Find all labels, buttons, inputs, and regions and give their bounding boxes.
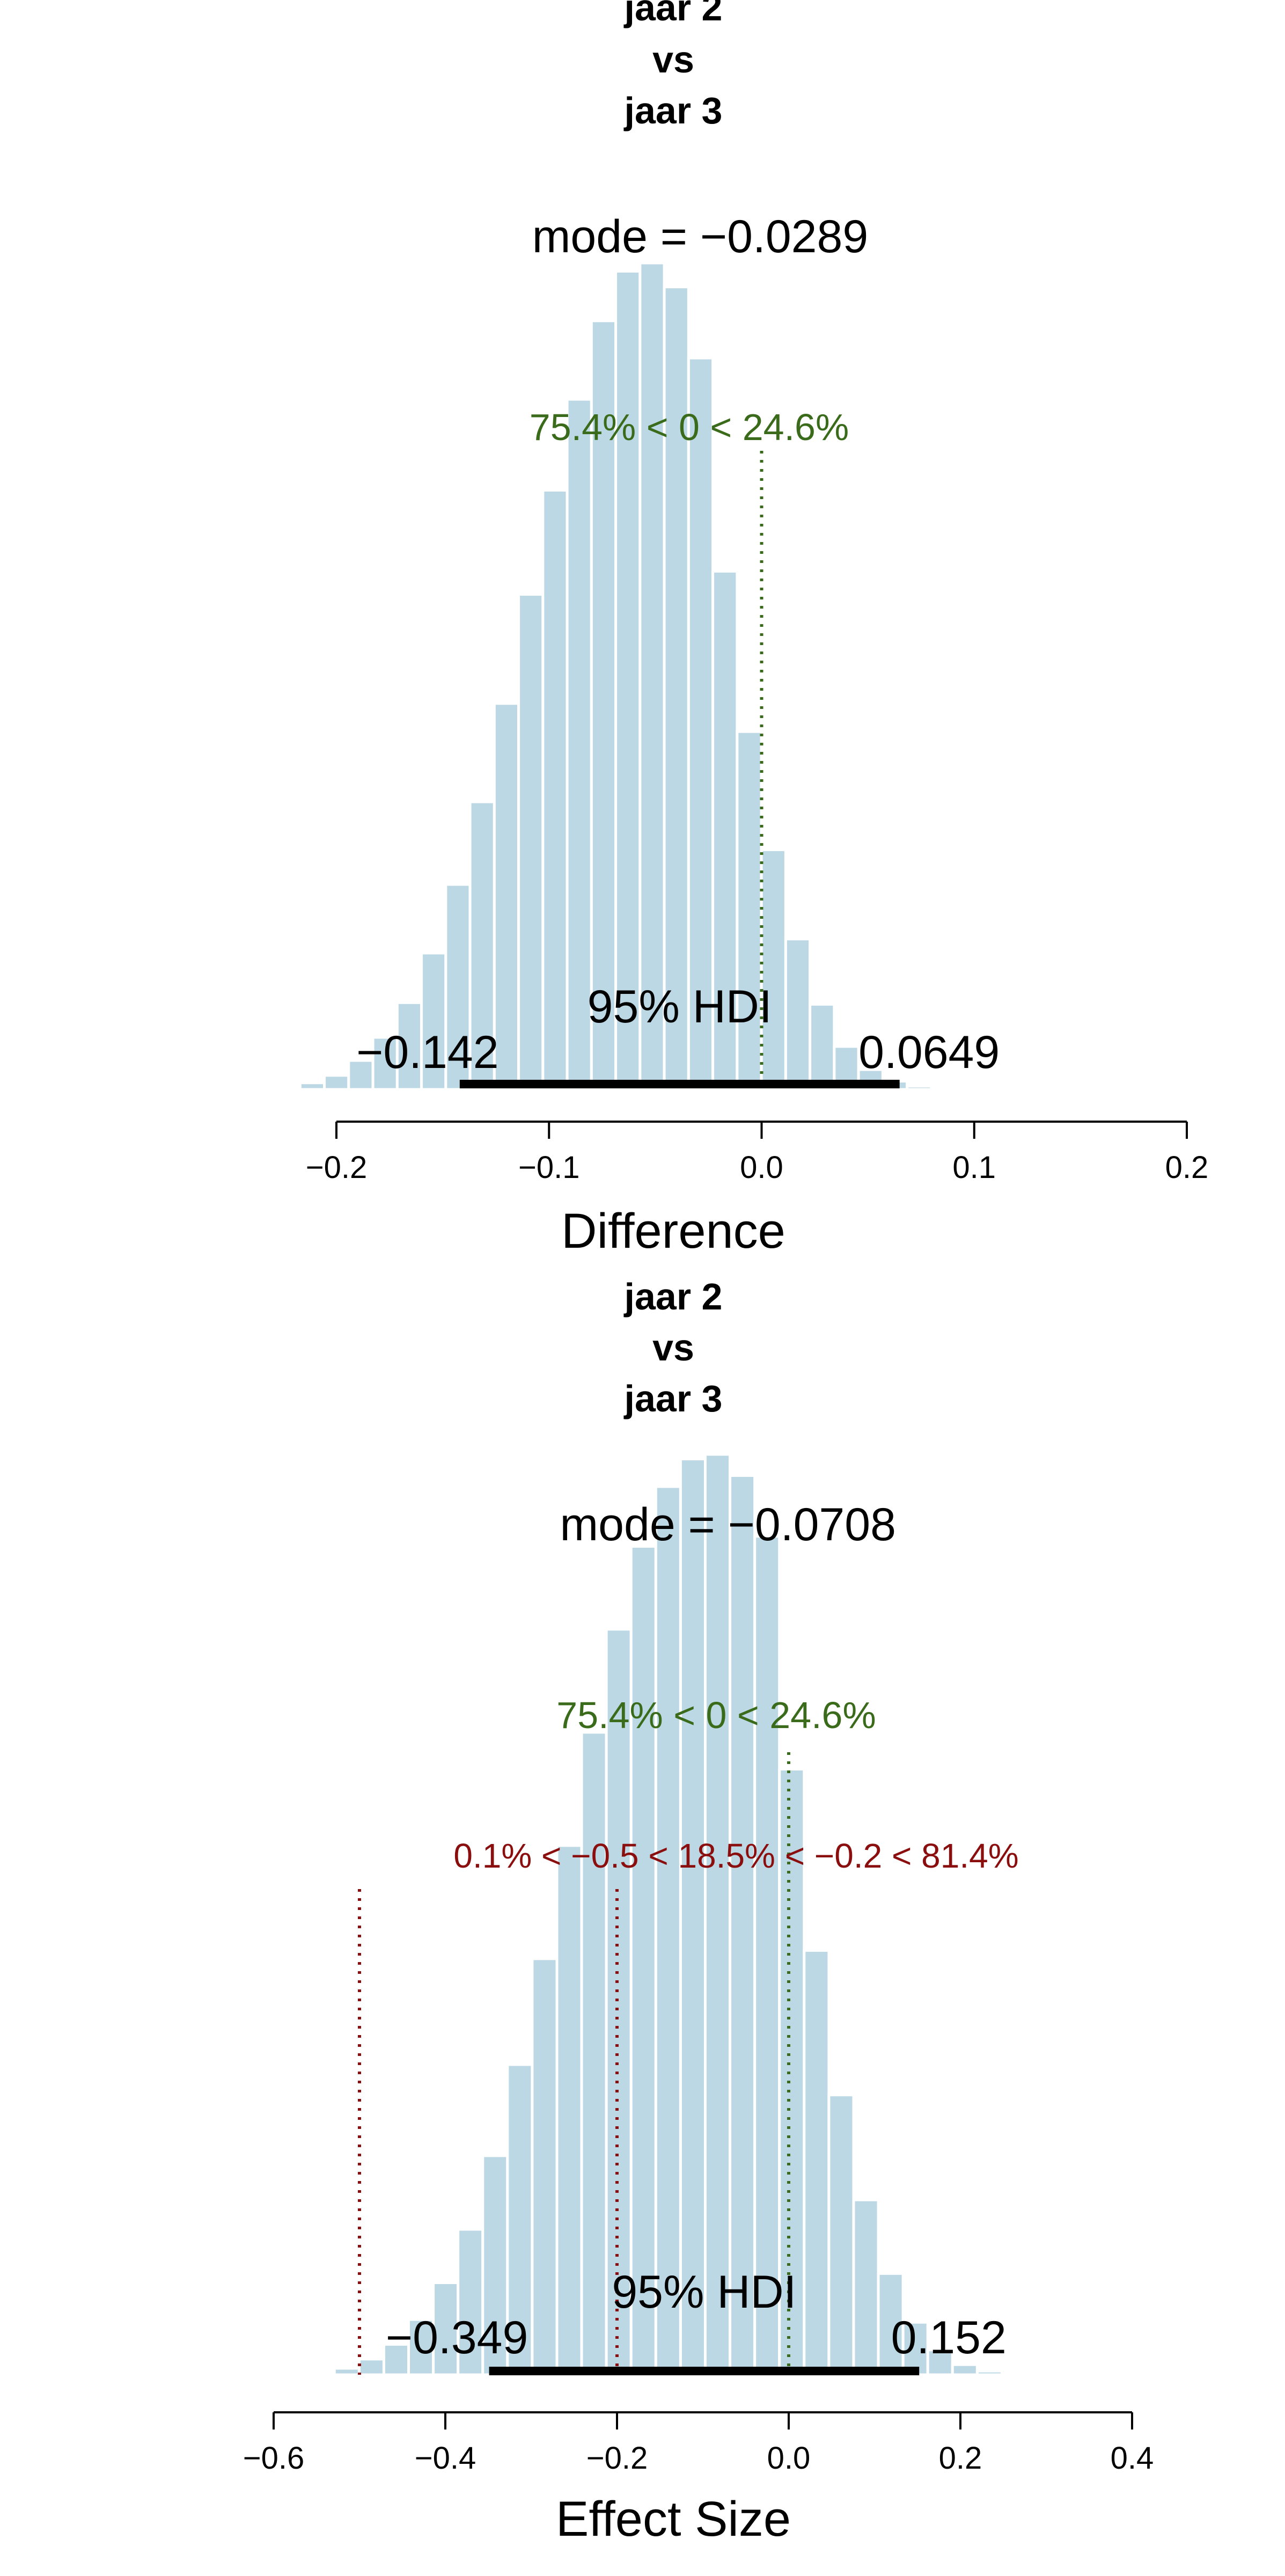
x-axis-label: Effect Size — [556, 2492, 791, 2546]
hdi-high-label: 0.0649 — [858, 1027, 1000, 1078]
histogram-bar — [736, 730, 763, 1091]
histogram-bar — [590, 319, 618, 1091]
hdi-label: 95% HDI — [588, 981, 772, 1033]
title-line: jaar 3 — [623, 90, 723, 131]
histogram-bar — [566, 398, 593, 1091]
hdi-label: 95% HDI — [612, 2266, 796, 2318]
histogram-bar — [517, 593, 545, 1091]
histogram-bar — [760, 848, 787, 1091]
histogram-bar — [407, 2318, 435, 2376]
histogram-bar — [308, 2372, 336, 2376]
histogram-bar — [930, 1087, 957, 1091]
hdi-high-label: 0.152 — [891, 2312, 1007, 2363]
histogram-bar — [432, 2281, 460, 2376]
x-tick-label: −0.4 — [415, 2441, 476, 2476]
histogram-bar — [531, 1957, 559, 2376]
histogram-bar — [298, 1081, 326, 1091]
histogram-bar — [703, 1453, 732, 2376]
title-line: jaar 2 — [623, 1276, 723, 1318]
histogram-bar — [906, 1085, 933, 1091]
histogram-bar — [663, 286, 690, 1091]
histogram-bar — [711, 569, 739, 1091]
panel-1: jaar 2 vs jaar 3 mode = −0.0289 75.4% < 0 < … — [274, 0, 1209, 1258]
histogram-bar — [629, 1545, 657, 2376]
x-tick-label: 0.2 — [1165, 1150, 1209, 1185]
histogram-bar — [323, 1074, 350, 1091]
histogram-bar — [333, 2367, 361, 2376]
histogram-bar — [753, 1535, 781, 2376]
histogram-bar — [357, 2358, 385, 2376]
x-tick-label: 0.2 — [939, 2441, 982, 2476]
comparison-label: 75.4% < 0 < 24.6% — [530, 406, 849, 448]
x-tick-label: −0.2 — [306, 1150, 368, 1185]
rope-label: 0.1% < −0.5 < 18.5% < −0.2 < 81.4% — [453, 1836, 1018, 1875]
x-tick-label: 0.0 — [767, 2441, 811, 2476]
x-tick-label: 0.0 — [740, 1150, 783, 1185]
histogram-bar — [852, 2198, 880, 2376]
title-line: vs — [652, 39, 694, 80]
hdi-low-label: −0.142 — [356, 1027, 498, 1078]
title-line: jaar 3 — [623, 1378, 723, 1419]
histogram-bar — [809, 1002, 836, 1091]
histogram-bar — [901, 2321, 929, 2376]
histogram-bar — [614, 269, 642, 1091]
histogram-bar — [784, 938, 812, 1091]
x-tick-label: −0.6 — [243, 2441, 305, 2476]
x-axis-label: Difference — [561, 1204, 785, 1258]
histogram-bar — [420, 952, 447, 1091]
title-line: jaar 2 — [623, 0, 723, 28]
histogram-bar — [605, 1628, 633, 2376]
x-tick-label: −0.1 — [518, 1150, 580, 1185]
histogram-bar — [395, 1001, 423, 1091]
histogram-bar — [951, 2363, 979, 2376]
histogram-bar — [729, 1474, 757, 2376]
histogram-bar — [468, 800, 496, 1091]
x-tick-label: 0.1 — [952, 1150, 996, 1185]
comparison-label: 75.4% < 0 < 24.6% — [556, 1694, 876, 1736]
histogram-bar — [687, 356, 715, 1091]
histogram-bar — [975, 2369, 1003, 2376]
histogram-bar — [877, 2272, 905, 2376]
x-tick-label: 0.4 — [1111, 2441, 1154, 2476]
histogram-bar — [444, 883, 472, 1091]
histogram-bar — [638, 261, 666, 1091]
mode-label: mode = −0.0289 — [532, 211, 868, 262]
title-line: vs — [652, 1327, 694, 1368]
histogram-bar — [1000, 2372, 1029, 2376]
histogram-bar — [679, 1458, 707, 2376]
panel-2: jaar 2 vs jaar 3 mode = −0.0708 75.4% < 0 < … — [243, 1276, 1154, 2546]
mode-label: mode = −0.0708 — [560, 1499, 896, 1550]
histogram-bar — [541, 489, 569, 1091]
histogram-bar — [274, 1085, 302, 1091]
histogram-bar — [827, 2094, 855, 2376]
histogram-bar — [555, 1844, 583, 2376]
x-tick-label: −0.2 — [586, 2441, 648, 2476]
histogram-bar — [580, 1731, 608, 2376]
hdi-low-label: −0.349 — [386, 2312, 528, 2363]
histogram-bar — [654, 1485, 682, 2376]
histogram-bar — [926, 2348, 954, 2376]
histogram-bar — [803, 1949, 831, 2376]
